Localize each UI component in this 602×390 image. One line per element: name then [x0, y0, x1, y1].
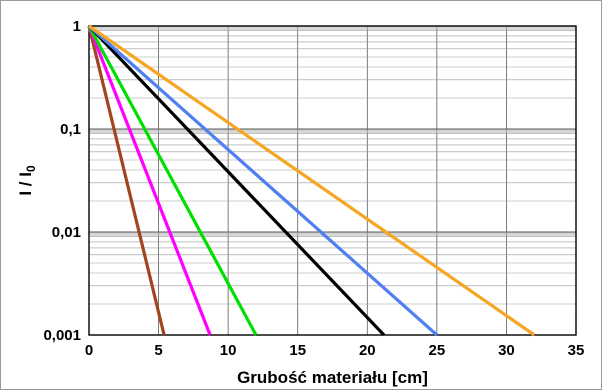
x-tick-label: 35	[568, 342, 585, 359]
x-tick-label: 15	[289, 342, 306, 359]
series-line-4	[87, 24, 386, 337]
y-tick-label: 1	[73, 18, 81, 35]
x-tick-label: 25	[429, 342, 446, 359]
x-tick-label: 10	[220, 342, 237, 359]
y-tick-label: 0,01	[52, 224, 81, 241]
y-tick-label: 0,001	[43, 327, 81, 344]
x-tick-label: 20	[359, 342, 376, 359]
series-line-5	[87, 24, 438, 337]
y-axis-title: I / I0	[16, 165, 38, 196]
series-lines	[87, 24, 536, 337]
series-line-1	[87, 25, 166, 336]
x-tick-label: 30	[498, 342, 515, 359]
series-line-6	[88, 24, 536, 337]
x-tick-label: 5	[154, 342, 162, 359]
y-tick-labels: 1 0,1 0,01 0,001	[43, 18, 81, 344]
y-axis-title-subscript: 0	[24, 165, 38, 172]
x-tick-label: 0	[85, 342, 93, 359]
series-line-2	[87, 25, 212, 336]
plot-area-border	[88, 25, 577, 336]
y-axis-title-main: I / I	[16, 172, 35, 196]
y-tick-label: 0,1	[60, 121, 81, 138]
x-tick-labels: 0 5 10 15 20 25 30 35	[85, 342, 585, 359]
series-line-3	[87, 25, 258, 336]
x-axis-title: Grubość materiału [cm]	[237, 368, 428, 387]
grid	[89, 25, 576, 335]
